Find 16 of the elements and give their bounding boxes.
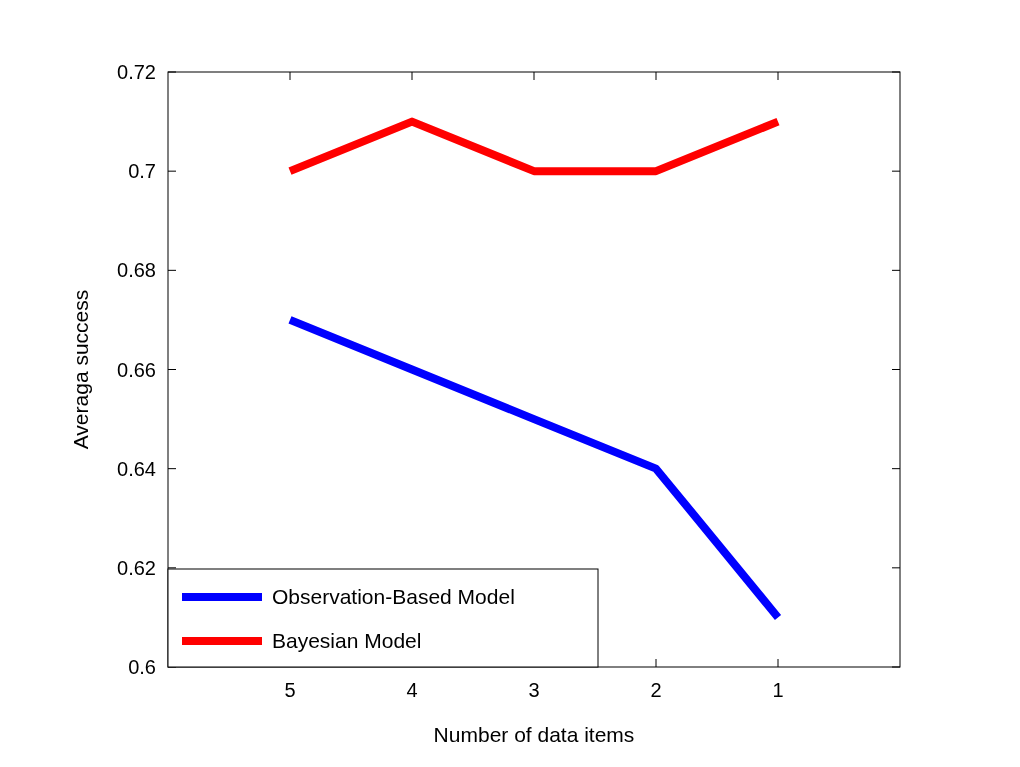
y-tick-label: 0.72 (117, 61, 156, 83)
x-tick-label: 4 (406, 679, 418, 701)
y-tick-label: 0.68 (117, 259, 156, 282)
y-tick-label: 0.66 (117, 358, 156, 381)
x-tick-label: 3 (528, 679, 540, 701)
y-tick-label: 0.6 (128, 656, 156, 678)
y-tick-label: 0.62 (117, 556, 156, 579)
x-tick-label: 2 (650, 679, 662, 701)
x-tick-label: 5 (284, 679, 296, 701)
x-tick-label: 1 (772, 679, 784, 701)
y-tick-label: 0.64 (117, 457, 156, 480)
legend-label: Bayesian Model (272, 629, 422, 653)
y-tick-label: 0.7 (128, 160, 156, 183)
legend-label: Observation-Based Model (272, 585, 515, 609)
x-axis-title: Number of data items (433, 723, 635, 746)
y-axis-title: Averaga success (69, 289, 92, 450)
